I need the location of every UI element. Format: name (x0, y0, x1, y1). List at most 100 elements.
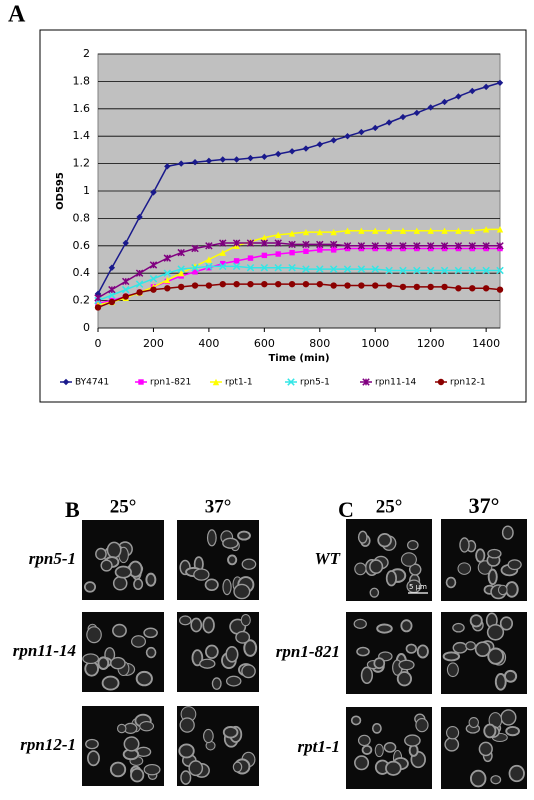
cell (112, 575, 128, 591)
cell (369, 559, 384, 574)
cell (507, 559, 522, 571)
marker (385, 242, 393, 250)
marker (274, 239, 282, 247)
marker (496, 266, 504, 275)
marker (289, 249, 295, 256)
marker (427, 227, 434, 234)
legend-marker (212, 378, 220, 386)
y-tick-label: 0.8 (73, 211, 91, 224)
cell (82, 653, 99, 665)
marker (399, 283, 407, 291)
cell (371, 722, 382, 734)
marker (413, 283, 421, 291)
legend-marker (138, 379, 144, 385)
cell (227, 554, 238, 566)
cell (385, 760, 402, 776)
cell (87, 750, 100, 767)
marker (122, 239, 129, 247)
cell (474, 641, 491, 657)
marker (440, 266, 449, 275)
marker (302, 228, 310, 236)
micrographs (82, 519, 527, 789)
cell (110, 656, 126, 670)
cell (490, 775, 502, 785)
marker (343, 265, 352, 273)
y-axis-label: OD595 (55, 172, 66, 210)
marker (330, 137, 337, 144)
marker (205, 242, 213, 250)
panel-label: A (8, 2, 26, 28)
cell (95, 547, 107, 561)
marker (233, 280, 240, 288)
y-tick-label: 0.2 (73, 294, 91, 307)
cell (483, 723, 497, 739)
marker (288, 230, 296, 237)
cell (199, 658, 216, 669)
marker (427, 283, 434, 291)
marker (316, 265, 324, 273)
legend-label: rpn1-821 (150, 378, 191, 388)
marker (177, 248, 185, 257)
marker (357, 242, 366, 250)
cell (225, 675, 242, 687)
marker (399, 227, 407, 234)
marker (232, 262, 241, 271)
marker (358, 227, 365, 234)
cell (101, 675, 120, 691)
legend-label: rpt1-1 (225, 378, 253, 388)
series (94, 280, 504, 311)
marker (205, 256, 213, 263)
cell (188, 760, 204, 777)
row-label: rpn11-14 (13, 641, 76, 660)
cell (469, 614, 483, 628)
series-line (97, 82, 501, 295)
x-tick-label: 1000 (361, 337, 389, 350)
cell (360, 666, 374, 685)
y-tick-label: 0.6 (73, 239, 91, 252)
marker (288, 148, 296, 155)
cell (478, 741, 493, 757)
marker (136, 289, 143, 296)
cell (86, 626, 102, 644)
marker (261, 234, 268, 241)
column-header: 25° (110, 496, 137, 517)
marker (149, 274, 158, 283)
marker (219, 239, 227, 247)
marker (302, 145, 310, 152)
y-tick-label: 1.4 (73, 129, 91, 142)
x-tick-label: 1400 (472, 337, 500, 350)
marker (150, 189, 157, 196)
marker (329, 265, 338, 273)
cell (97, 656, 110, 671)
marker (246, 239, 255, 247)
row-label: rpn12-1 (20, 735, 76, 754)
marker (121, 277, 130, 286)
marker (469, 227, 476, 234)
marker (344, 227, 351, 234)
marker (121, 285, 130, 294)
cell (193, 568, 210, 581)
marker (482, 242, 490, 250)
panel-label: B (65, 497, 80, 522)
marker (358, 128, 365, 136)
cell (131, 635, 147, 648)
scale-bar-label: 5 µm (409, 583, 427, 591)
cell (415, 718, 429, 733)
cell (465, 641, 476, 651)
cell (190, 617, 203, 633)
cell (112, 623, 127, 638)
cell (145, 572, 157, 587)
marker (482, 226, 490, 233)
cell (133, 578, 144, 591)
cell (357, 734, 371, 747)
x-tick-label: 400 (198, 337, 219, 350)
column-header: 37° (469, 493, 500, 518)
marker (247, 255, 254, 261)
marker (219, 262, 227, 271)
cell (468, 717, 479, 728)
marker (205, 262, 213, 271)
cell (204, 578, 219, 591)
cell (505, 581, 519, 598)
cell (356, 646, 370, 657)
